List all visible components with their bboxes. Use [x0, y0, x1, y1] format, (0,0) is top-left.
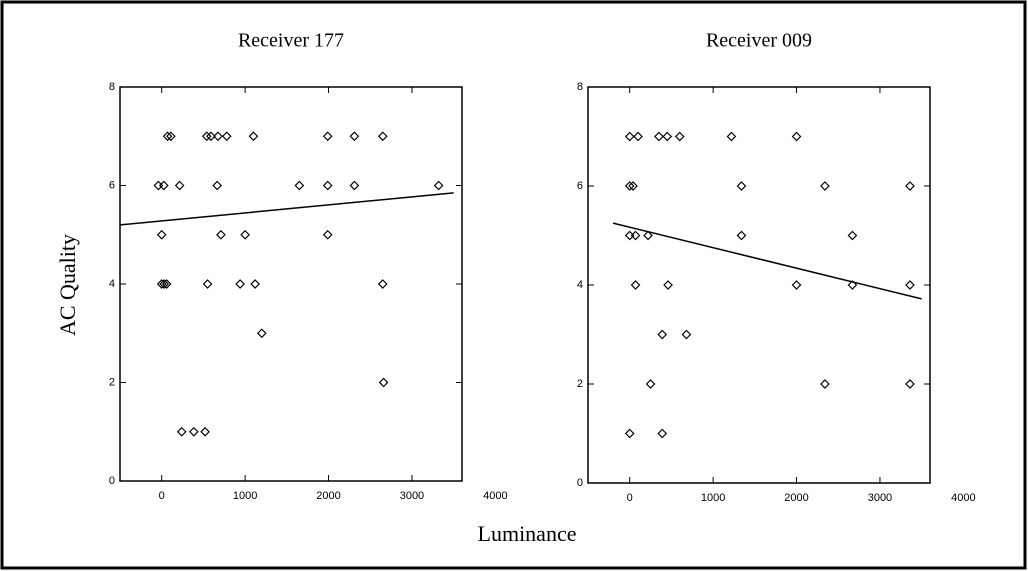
- scatter-point: [630, 230, 641, 241]
- scatter-point: [349, 131, 360, 142]
- scatter-point: [188, 426, 199, 437]
- scatter-point: [847, 230, 858, 241]
- scatter-point: [633, 131, 643, 142]
- scatter-point: [645, 379, 656, 389]
- scatter-point: [820, 181, 830, 191]
- scatter-point: [256, 328, 267, 339]
- y-tick-label: 2: [577, 378, 583, 390]
- scatter-point: [624, 181, 635, 191]
- scatter-point: [663, 280, 673, 290]
- y-tick-label: 8: [577, 81, 583, 93]
- scatter-point: [905, 280, 915, 290]
- scatter-point: [657, 428, 668, 439]
- scatter-point: [221, 131, 232, 142]
- scatter-point: [630, 280, 641, 290]
- scatter-point: [235, 279, 245, 289]
- scatter-point: [662, 131, 673, 142]
- scatter-point: [202, 279, 213, 289]
- trend-line: [612, 222, 922, 300]
- scatter-point: [654, 131, 664, 142]
- y-tick-label: 6: [577, 180, 583, 192]
- scatter-point: [161, 279, 172, 289]
- scatter-point: [628, 181, 638, 191]
- y-axis-label: AC Quality: [55, 234, 80, 336]
- scatter-point: [624, 131, 635, 142]
- x-tick-label: 3000: [400, 490, 424, 502]
- x-tick-label: 2000: [784, 492, 808, 504]
- y-tick-label: 0: [109, 475, 115, 487]
- scatter-point: [736, 230, 747, 241]
- scatter-point: [674, 131, 685, 142]
- trend-line: [119, 192, 454, 226]
- y-tick-label: 4: [109, 278, 115, 290]
- scatter-point: [847, 280, 858, 290]
- scatter-point: [433, 180, 444, 191]
- scatter-point: [240, 229, 250, 240]
- scatter-point: [174, 180, 185, 191]
- scatter-point: [216, 229, 226, 240]
- scatter-point: [162, 131, 173, 142]
- scatter-point: [681, 329, 692, 340]
- x-tick-label: 0: [159, 490, 165, 502]
- x-tick-label: 0: [627, 492, 633, 504]
- scatter-point: [791, 280, 802, 290]
- scatter-point: [377, 279, 388, 289]
- x-tick-label: 4000: [951, 492, 975, 504]
- x-tick-label: 2000: [316, 490, 340, 502]
- scatter-point: [349, 180, 360, 191]
- scatter-point: [905, 379, 915, 389]
- y-tick-label: 0: [577, 477, 583, 489]
- x-tick-label: 4000: [483, 490, 507, 502]
- y-tick-label: 4: [577, 279, 583, 291]
- x-tick-label: 1000: [233, 490, 257, 502]
- scatter-point: [322, 131, 333, 142]
- y-tick-label: 8: [109, 81, 115, 93]
- scatter-point: [820, 379, 830, 389]
- scatter-point: [166, 131, 176, 142]
- x-tick-label: 1000: [701, 492, 725, 504]
- scatter-point: [200, 426, 210, 437]
- scatter-point: [156, 229, 167, 240]
- chart-title: Receiver 009: [706, 30, 812, 52]
- scatter-point: [206, 131, 216, 142]
- scatter-point: [250, 279, 260, 289]
- y-tick-label: 6: [109, 179, 115, 191]
- scatter-point: [624, 428, 635, 439]
- scatter-point: [248, 131, 259, 142]
- scatter-point: [158, 180, 169, 191]
- scatter-point: [322, 229, 333, 240]
- scatter-point: [378, 377, 389, 388]
- x-tick-label: 3000: [868, 492, 892, 504]
- chart-title: Receiver 177: [238, 30, 344, 52]
- scatter-point: [213, 131, 223, 142]
- scatter-point: [791, 131, 802, 142]
- scatter-point: [657, 329, 668, 340]
- scatter-point: [159, 279, 170, 289]
- scatter-point: [294, 180, 305, 191]
- scatter-point: [736, 181, 747, 191]
- scatter-point: [377, 131, 388, 142]
- scatter-point: [322, 180, 333, 191]
- scatter-point: [212, 180, 223, 191]
- scatter-point: [726, 131, 737, 142]
- scatter-point: [643, 230, 653, 241]
- x-axis-label: Luminance: [478, 521, 577, 546]
- scatter-point: [176, 426, 187, 437]
- y-tick-label: 2: [109, 376, 115, 388]
- scatter-point: [201, 131, 212, 142]
- scatter-point: [905, 181, 915, 191]
